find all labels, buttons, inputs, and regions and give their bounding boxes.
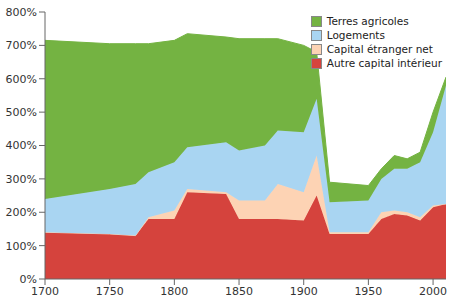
svg-text:1750: 1750 [96,285,124,298]
html-text:Capital étranger net: Capital étranger net [326,43,433,55]
html-text:Autre capital intérieur: Autre capital intérieur [326,57,442,69]
svg-text:300%: 300% [8,173,37,186]
svg-text:1950: 1950 [354,285,382,298]
svg-text:0%: 0% [20,273,37,286]
svg-text:1900: 1900 [290,285,318,298]
svg-text:800%: 800% [8,6,37,19]
svg-text:500%: 500% [8,106,37,119]
html-text:Terres agricoles: Terres agricoles [326,15,409,27]
svg-text:600%: 600% [8,73,37,86]
svg-text:1700: 1700 [31,285,59,298]
svg-text:700%: 700% [8,39,37,52]
svg-text:1800: 1800 [160,285,188,298]
svg-text:100%: 100% [8,240,37,253]
html-text:Logements: Logements [326,29,385,41]
svg-text:200%: 200% [8,206,37,219]
svg-text:1850: 1850 [225,285,253,298]
svg-text:2000: 2000 [419,285,447,298]
svg-text:400%: 400% [8,139,37,152]
